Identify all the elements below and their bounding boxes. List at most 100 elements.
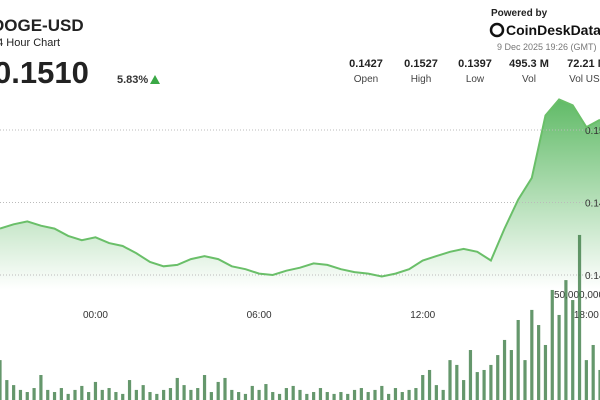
volume-bar bbox=[80, 385, 84, 400]
volume-bar bbox=[100, 389, 104, 400]
volume-bar bbox=[168, 388, 173, 400]
volume-bar bbox=[434, 385, 438, 400]
volume-bar bbox=[0, 360, 2, 400]
volume-bar bbox=[189, 389, 193, 400]
volume-bar bbox=[148, 392, 152, 400]
y-tick-label: 0.14 bbox=[585, 271, 600, 282]
stat-label: High bbox=[411, 74, 432, 85]
volume-bar bbox=[114, 392, 118, 400]
volume-bar bbox=[577, 234, 582, 400]
up-arrow bbox=[150, 75, 160, 84]
price-line bbox=[0, 98, 600, 278]
stat-label: Vol bbox=[522, 74, 536, 85]
volume-bar bbox=[339, 392, 343, 400]
stat-label: Vol USD bbox=[569, 74, 600, 85]
volume-bar bbox=[216, 381, 220, 400]
volume-bar bbox=[305, 393, 309, 400]
volume-bar bbox=[427, 369, 432, 400]
stat-value: 495.3 M bbox=[509, 58, 549, 70]
volume-bar bbox=[502, 339, 507, 400]
stats: 0.1427 Open 0.1527 High 0.1397 Low 495.3… bbox=[349, 58, 600, 85]
volume-bar bbox=[537, 325, 541, 400]
stat-label: Open bbox=[354, 74, 378, 85]
volume-bar bbox=[448, 360, 452, 400]
volume-bar bbox=[121, 393, 125, 400]
volume-bar bbox=[141, 385, 145, 400]
volume-bar bbox=[352, 389, 357, 400]
stat-value: 72.21 M bbox=[567, 58, 600, 70]
volume-bar bbox=[87, 392, 91, 400]
volume-bar bbox=[196, 388, 200, 400]
volume-bar bbox=[243, 393, 248, 400]
volume-bar bbox=[18, 389, 23, 400]
volume-bar bbox=[523, 360, 527, 400]
volume-bar bbox=[441, 389, 445, 400]
volume-bar bbox=[12, 385, 16, 400]
volume-bar bbox=[400, 392, 404, 400]
volume-bar bbox=[373, 389, 377, 400]
volume-bar bbox=[550, 289, 554, 400]
plot: 0.15 0.145 0.14 00:00 06:00 12:00 18:00 50,000,… bbox=[0, 98, 600, 400]
volume-bar bbox=[366, 392, 370, 400]
volume-bar bbox=[52, 392, 57, 400]
volume-bar bbox=[73, 389, 77, 400]
volume-bar bbox=[5, 380, 9, 400]
x-tick-label: 12:00 bbox=[410, 310, 435, 321]
volume-bar bbox=[468, 350, 473, 400]
volume-bar bbox=[591, 344, 595, 400]
volume-bar bbox=[284, 388, 288, 400]
volume-bar bbox=[325, 392, 329, 400]
volume-bar bbox=[475, 372, 479, 400]
volume-bar bbox=[230, 389, 234, 400]
volume-bar bbox=[298, 389, 302, 400]
y2-tick-label: 50,000,000 bbox=[554, 290, 600, 301]
timestamp: 9 Dec 2025 19:26 (GMT) bbox=[497, 42, 597, 52]
volume-bar bbox=[162, 389, 166, 400]
brand: CoinDeskData bbox=[506, 22, 600, 38]
volume-bar bbox=[557, 314, 561, 400]
volume-bar bbox=[462, 380, 466, 400]
volume-bar bbox=[271, 392, 275, 400]
volume-bar bbox=[291, 385, 295, 400]
volume-bar bbox=[32, 388, 36, 400]
stat-value: 0.1527 bbox=[404, 58, 438, 70]
volume-bar bbox=[346, 393, 350, 400]
volume-bar bbox=[543, 344, 548, 400]
volume-bar bbox=[393, 388, 398, 400]
volume-bar bbox=[482, 369, 486, 400]
volume-bar bbox=[264, 384, 268, 400]
volume-bar bbox=[530, 309, 534, 400]
volume-bar bbox=[571, 300, 575, 400]
volume-bar bbox=[175, 377, 179, 400]
volume-bar bbox=[134, 389, 138, 400]
volume-bar bbox=[332, 393, 336, 400]
stat-value: 0.1397 bbox=[458, 58, 492, 70]
volume-bar bbox=[598, 369, 600, 400]
logo-icon bbox=[489, 22, 505, 38]
y-tick-label: 0.15 bbox=[585, 126, 600, 137]
volume-bar bbox=[318, 388, 323, 400]
price-area bbox=[0, 99, 600, 290]
y-tick-label: 0.145 bbox=[585, 199, 600, 210]
stat-label: Low bbox=[466, 74, 485, 85]
volume-bar bbox=[407, 389, 411, 400]
price: 0.1510 bbox=[0, 55, 89, 90]
volume-bar bbox=[455, 364, 459, 400]
volume-bar bbox=[59, 388, 63, 400]
volume-bar bbox=[584, 360, 588, 400]
volume-bar bbox=[277, 393, 282, 400]
subtitle: 24 Hour Chart bbox=[0, 37, 60, 49]
volume-bar bbox=[182, 385, 186, 400]
x-tick-label: 00:00 bbox=[83, 310, 108, 321]
volume-bar bbox=[516, 319, 520, 400]
volume-bar bbox=[421, 375, 425, 400]
symbol: DOGE-USD bbox=[0, 16, 84, 35]
volume-bar bbox=[39, 375, 43, 400]
volume-bar bbox=[564, 280, 568, 400]
powered-by: Powered by bbox=[491, 8, 548, 19]
volume-bar bbox=[496, 355, 500, 400]
volume-bar bbox=[25, 392, 29, 400]
volume-bar bbox=[46, 389, 50, 400]
volume-bar bbox=[127, 380, 132, 400]
